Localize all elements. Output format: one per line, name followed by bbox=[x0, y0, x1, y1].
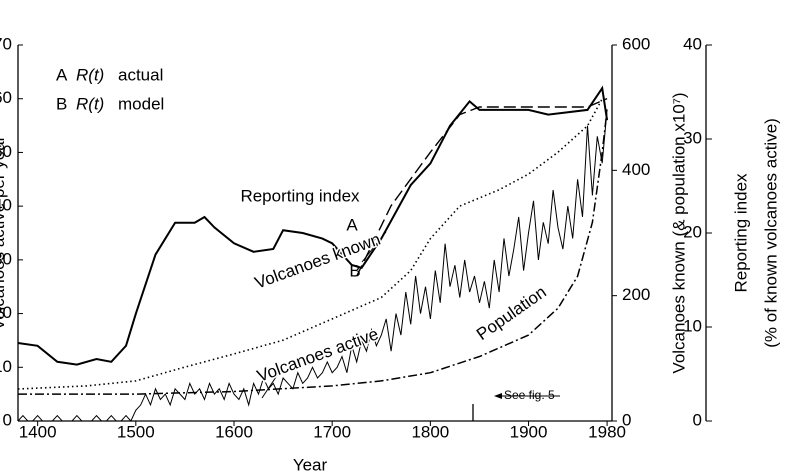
y-tick-label: 40 bbox=[0, 196, 12, 215]
key-symbol: R(t) bbox=[76, 94, 104, 113]
annotation: See fig. 5 bbox=[504, 388, 555, 402]
series-label: Population bbox=[473, 282, 550, 344]
series-line bbox=[17, 85, 609, 366]
series-label: Volcanoes active bbox=[254, 324, 380, 385]
y2-tick-label: 400 bbox=[622, 160, 650, 179]
key-letter: B bbox=[56, 94, 67, 113]
x-axis-label: Year bbox=[293, 455, 328, 474]
y3-tick-label: 20 bbox=[683, 222, 702, 241]
series-line bbox=[18, 109, 608, 395]
x-tick-label: 1600 bbox=[215, 422, 253, 441]
arrowhead bbox=[494, 393, 502, 399]
key-letter: A bbox=[56, 65, 68, 84]
curve-letter: B bbox=[349, 261, 360, 280]
series-line bbox=[356, 97, 608, 277]
y3-tick-label: 40 bbox=[683, 34, 702, 53]
y2-tick-label: 200 bbox=[622, 285, 650, 304]
pointer bbox=[261, 367, 283, 399]
y-tick-label: 0 bbox=[3, 410, 12, 429]
y2-tick-label: 600 bbox=[622, 34, 650, 53]
y3-axis-label: Reporting index bbox=[731, 173, 750, 293]
key-text: model bbox=[118, 94, 164, 113]
y3-tick-label: 0 bbox=[693, 410, 702, 429]
y-tick-label: 10 bbox=[0, 357, 12, 376]
curve-letter: A bbox=[346, 215, 358, 234]
series-label: Reporting index bbox=[240, 186, 360, 205]
series-label: Volcanoes known bbox=[252, 229, 383, 292]
x-tick-label: 1700 bbox=[313, 422, 351, 441]
y2-axis-label: Volcanoes known (& population x10⁷) bbox=[669, 92, 688, 373]
y-tick-label: 50 bbox=[0, 142, 12, 161]
y-axis-label: Volcanoes active per year bbox=[0, 135, 8, 330]
x-tick-label: 1900 bbox=[510, 422, 548, 441]
y3-axis-label: (% of known volcanoes active) bbox=[761, 118, 780, 348]
series-line bbox=[17, 109, 608, 422]
x-tick-label: 1980 bbox=[588, 422, 626, 441]
y-tick-label: 70 bbox=[0, 34, 12, 53]
y-tick-label: 20 bbox=[0, 303, 12, 322]
key-symbol: R(t) bbox=[76, 65, 104, 84]
y2-tick-label: 0 bbox=[622, 410, 631, 429]
y3-tick-label: 10 bbox=[683, 316, 702, 335]
y3-tick-label: 30 bbox=[683, 128, 702, 147]
x-tick-label: 1800 bbox=[411, 422, 449, 441]
y-tick-label: 30 bbox=[0, 249, 12, 268]
y-tick-label: 60 bbox=[0, 88, 12, 107]
x-tick-label: 1500 bbox=[117, 422, 155, 441]
key-text: actual bbox=[118, 65, 163, 84]
x-tick-label: 1400 bbox=[19, 422, 57, 441]
